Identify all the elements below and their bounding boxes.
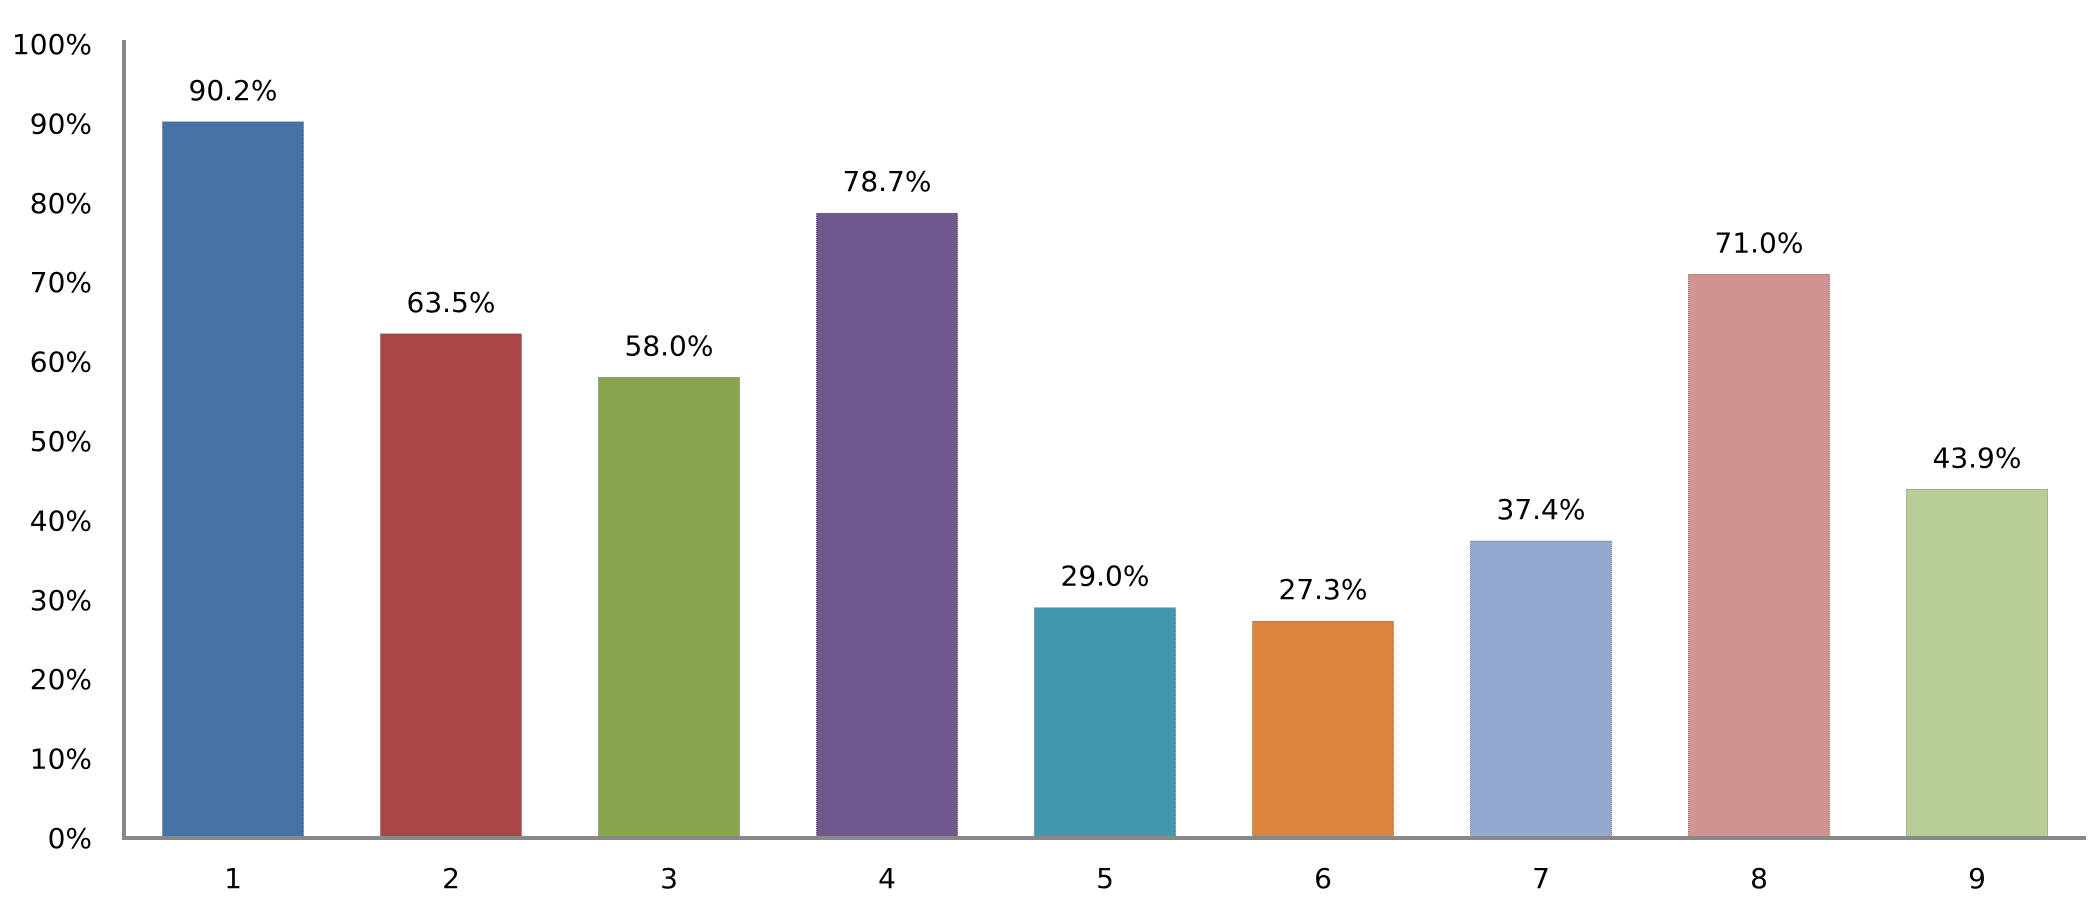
x-tick-label-2: 2 bbox=[442, 862, 460, 895]
x-tick-label-3: 3 bbox=[660, 862, 678, 895]
y-tick-label-70: 70% bbox=[30, 266, 92, 299]
data-label-8: 71.0% bbox=[1715, 226, 1804, 259]
y-tick-label-100: 100% bbox=[12, 28, 92, 61]
bar-6 bbox=[1252, 620, 1394, 839]
bar-2 bbox=[380, 333, 522, 839]
bar-3 bbox=[598, 377, 740, 839]
x-tick-label-1: 1 bbox=[224, 862, 242, 895]
data-label-4: 78.7% bbox=[843, 165, 932, 198]
bar-9 bbox=[1906, 489, 2048, 839]
bar-1 bbox=[162, 121, 304, 839]
x-tick-label-7: 7 bbox=[1532, 862, 1550, 895]
y-tick-label-40: 40% bbox=[30, 504, 92, 537]
bar-5 bbox=[1034, 607, 1176, 839]
data-label-6: 27.3% bbox=[1279, 573, 1368, 606]
bar-8 bbox=[1688, 273, 1830, 839]
y-tick-label-30: 30% bbox=[30, 584, 92, 617]
y-tick-label-10: 10% bbox=[30, 743, 92, 776]
y-tick-label-80: 80% bbox=[30, 187, 92, 220]
x-tick-label-8: 8 bbox=[1750, 862, 1768, 895]
y-tick-label-20: 20% bbox=[30, 663, 92, 696]
y-tick-label-0: 0% bbox=[48, 822, 92, 855]
x-tick-label-4: 4 bbox=[878, 862, 896, 895]
x-tick-label-9: 9 bbox=[1968, 862, 1986, 895]
data-label-3: 58.0% bbox=[625, 329, 714, 362]
x-tick-label-5: 5 bbox=[1096, 862, 1114, 895]
data-label-1: 90.2% bbox=[189, 74, 278, 107]
y-tick-label-50: 50% bbox=[30, 425, 92, 458]
bar-4 bbox=[816, 212, 958, 839]
data-label-2: 63.5% bbox=[407, 286, 496, 319]
data-label-7: 37.4% bbox=[1497, 493, 1586, 526]
data-label-5: 29.0% bbox=[1061, 560, 1150, 593]
data-label-9: 43.9% bbox=[1933, 441, 2022, 474]
bar-7 bbox=[1470, 540, 1612, 839]
x-tick-label-6: 6 bbox=[1314, 862, 1332, 895]
y-tick-label-90: 90% bbox=[30, 107, 92, 140]
y-tick-label-60: 60% bbox=[30, 346, 92, 379]
